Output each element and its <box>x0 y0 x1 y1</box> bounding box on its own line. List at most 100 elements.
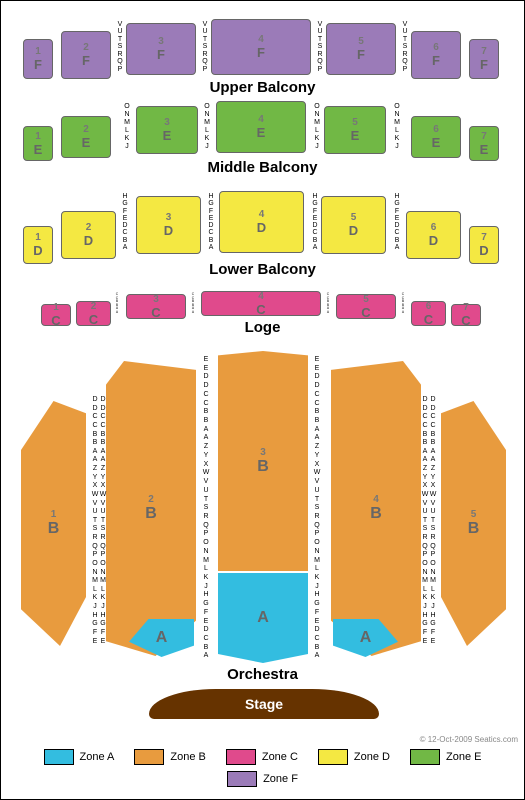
section-number: 7 <box>480 46 488 57</box>
section-zone-letter: E <box>34 142 43 157</box>
section-C-5[interactable]: 5C <box>336 294 396 319</box>
section-E-5[interactable]: 5E <box>324 106 386 154</box>
legend-swatch <box>226 749 256 765</box>
row-letters: VUTSRQP <box>401 21 409 73</box>
tier-label: Upper Balcony <box>1 79 524 96</box>
legend-swatch <box>44 749 74 765</box>
legend-label: Zone A <box>80 751 115 763</box>
row-letters: ONMLKJ <box>313 103 321 151</box>
section-zone-letter: C <box>151 305 160 320</box>
orchestra-section-4-3[interactable]: 4B <box>331 361 421 656</box>
copyright-text: © 12-Oct-2009 Seatics.com <box>420 735 518 744</box>
section-number: 5 <box>361 294 370 305</box>
section-zone-letter: F <box>34 57 42 72</box>
section-number: 7 <box>479 232 488 243</box>
section-F-5[interactable]: 5F <box>326 23 396 75</box>
section-D-2[interactable]: 2D <box>61 211 116 259</box>
section-zone-letter: D <box>429 233 438 248</box>
section-E-1[interactable]: 1E <box>23 126 53 161</box>
section-zone-letter: D <box>33 243 42 258</box>
row-letters: DDCCBBAAZYXWVUTSRQPONMLKJHGFE <box>99 396 107 646</box>
section-zone-letter: C <box>256 302 265 317</box>
orchestra-section-1-0[interactable]: 1B <box>21 401 86 646</box>
section-zone-letter: B <box>257 458 269 476</box>
section-zone-letter: C <box>361 305 370 320</box>
section-D-3[interactable]: 3D <box>136 196 201 254</box>
tier-label: Orchestra <box>1 666 524 683</box>
section-number: 7 <box>461 302 470 313</box>
section-number: 4 <box>256 291 265 302</box>
section-zone-letter: D <box>479 243 488 258</box>
legend-item-zone-C: Zone C <box>226 749 298 765</box>
section-F-2[interactable]: 2F <box>61 31 111 79</box>
section-zone-letter: F <box>157 47 165 62</box>
section-E-3[interactable]: 3E <box>136 106 198 154</box>
section-number: 1 <box>34 131 43 142</box>
section-number: 2 <box>89 301 98 312</box>
row-letters: CCBBAA <box>399 293 407 314</box>
section-number: 4 <box>257 34 265 45</box>
section-zone-letter: D <box>257 220 266 235</box>
section-number: 3 <box>151 294 160 305</box>
section-D-1[interactable]: 1D <box>23 226 53 264</box>
section-number: 5 <box>351 117 360 128</box>
section-number: 5 <box>349 212 358 223</box>
section-zone-letter: A <box>156 629 168 647</box>
section-zone-letter: A <box>360 629 372 647</box>
legend-item-zone-D: Zone D <box>318 749 390 765</box>
section-zone-letter: E <box>351 128 360 143</box>
legend-item-zone-B: Zone B <box>134 749 205 765</box>
row-letters: ONMLKJ <box>123 103 131 151</box>
section-C-3[interactable]: 3C <box>126 294 186 319</box>
section-F-3[interactable]: 3F <box>126 23 196 75</box>
section-zone-letter: B <box>370 505 382 523</box>
section-number: 2 <box>82 124 91 135</box>
section-number: 1 <box>33 232 42 243</box>
row-letters: ONMLKJ <box>393 103 401 151</box>
section-zone-letter: D <box>164 223 173 238</box>
section-F-6[interactable]: 6F <box>411 31 461 79</box>
section-zone-letter: B <box>145 505 157 523</box>
legend-label: Zone B <box>170 751 205 763</box>
row-letters: DDCCBBAAZYXWVUTSRQPONMLKJHGFE <box>421 396 429 646</box>
legend-label: Zone C <box>262 751 298 763</box>
orchestra-section-3-2[interactable]: 3B <box>218 351 308 571</box>
section-E-2[interactable]: 2E <box>61 116 111 158</box>
section-E-6[interactable]: 6E <box>411 116 461 158</box>
section-number: 4 <box>257 114 266 125</box>
section-number: 2 <box>84 222 93 233</box>
section-E-4[interactable]: 4E <box>216 101 306 153</box>
row-letters: HGFEDCBA <box>311 193 319 251</box>
tier-label: Loge <box>1 319 524 336</box>
section-number: 6 <box>424 301 433 312</box>
section-number: 3 <box>164 212 173 223</box>
section-F-1[interactable]: 1F <box>23 39 53 79</box>
row-letters: ONMLKJ <box>203 103 211 151</box>
row-letters: HGFEDCBA <box>207 193 215 251</box>
section-zone-letter: D <box>349 223 358 238</box>
orchestra-section-A-5[interactable]: A <box>218 573 308 663</box>
section-F-4[interactable]: 4F <box>211 19 311 75</box>
section-zone-letter: F <box>257 45 265 60</box>
section-number: 5 <box>357 36 365 47</box>
section-number: 6 <box>432 124 441 135</box>
legend-item-zone-A: Zone A <box>44 749 115 765</box>
section-zone-letter: E <box>82 135 91 150</box>
section-D-5[interactable]: 5D <box>321 196 386 254</box>
orchestra-section-2-1[interactable]: 2B <box>106 361 196 656</box>
row-letters: VUTSRQP <box>201 21 209 73</box>
row-letters: CCBBAA <box>113 293 121 314</box>
section-D-4[interactable]: 4D <box>219 191 304 253</box>
section-number: 3 <box>257 447 269 458</box>
section-number: 7 <box>480 131 489 142</box>
section-number: 6 <box>429 222 438 233</box>
section-D-7[interactable]: 7D <box>469 226 499 264</box>
section-number: 4 <box>257 209 266 220</box>
section-C-4[interactable]: 4C <box>201 291 321 316</box>
section-number: 2 <box>145 494 157 505</box>
orchestra-section-5-4[interactable]: 5B <box>441 401 506 646</box>
row-letters: HGFEDCBA <box>393 193 401 251</box>
section-D-6[interactable]: 6D <box>406 211 461 259</box>
section-E-7[interactable]: 7E <box>469 126 499 161</box>
section-F-7[interactable]: 7F <box>469 39 499 79</box>
